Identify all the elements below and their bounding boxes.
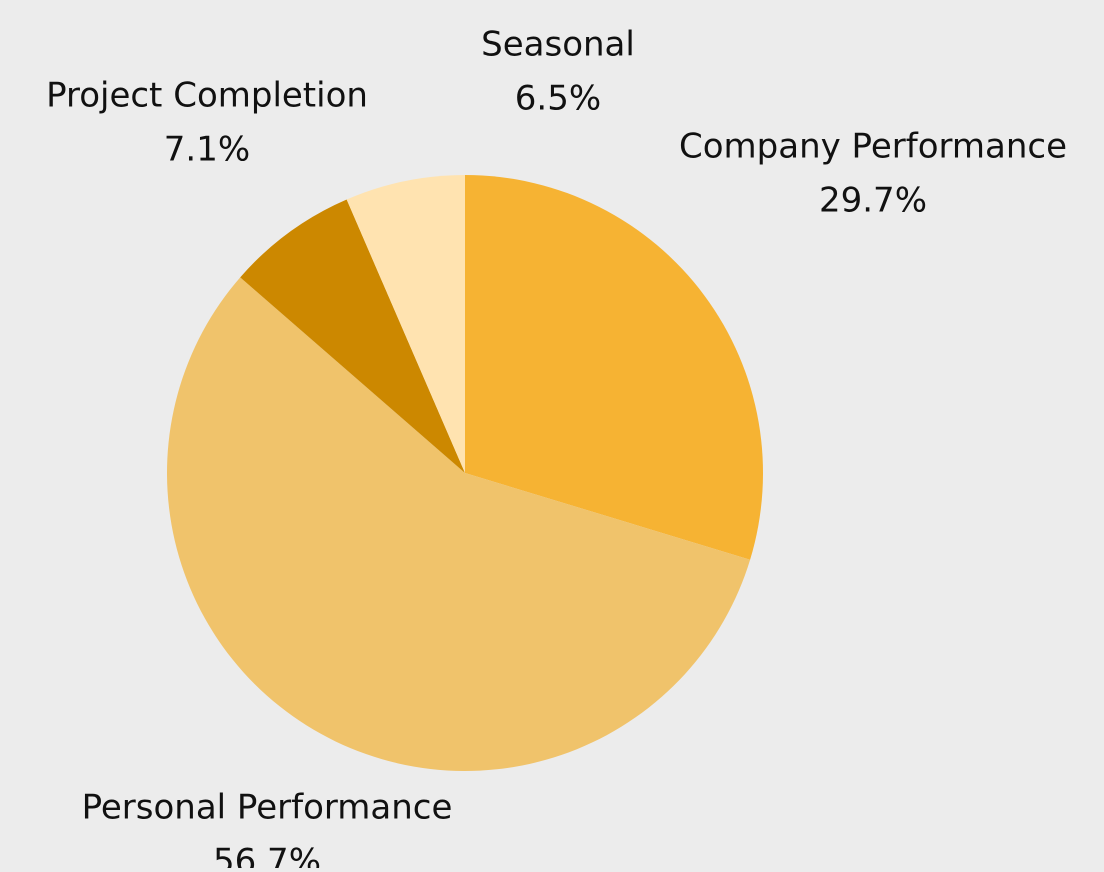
slice-label: Personal Performance (82, 788, 453, 828)
slice-value-label: 7.1% (164, 130, 250, 170)
pie-slice (465, 175, 763, 560)
slice-label: Seasonal (481, 25, 635, 65)
slice-value-label: 56.7% (213, 842, 321, 869)
pie-slice (167, 277, 751, 771)
pie-slice (346, 175, 465, 473)
slice-label: Company Performance (679, 127, 1067, 167)
pie-slice (240, 199, 465, 473)
slice-label: Project Completion (46, 76, 368, 116)
slice-value-label: 6.5% (515, 79, 601, 119)
slice-value-label: 29.7% (819, 181, 927, 221)
